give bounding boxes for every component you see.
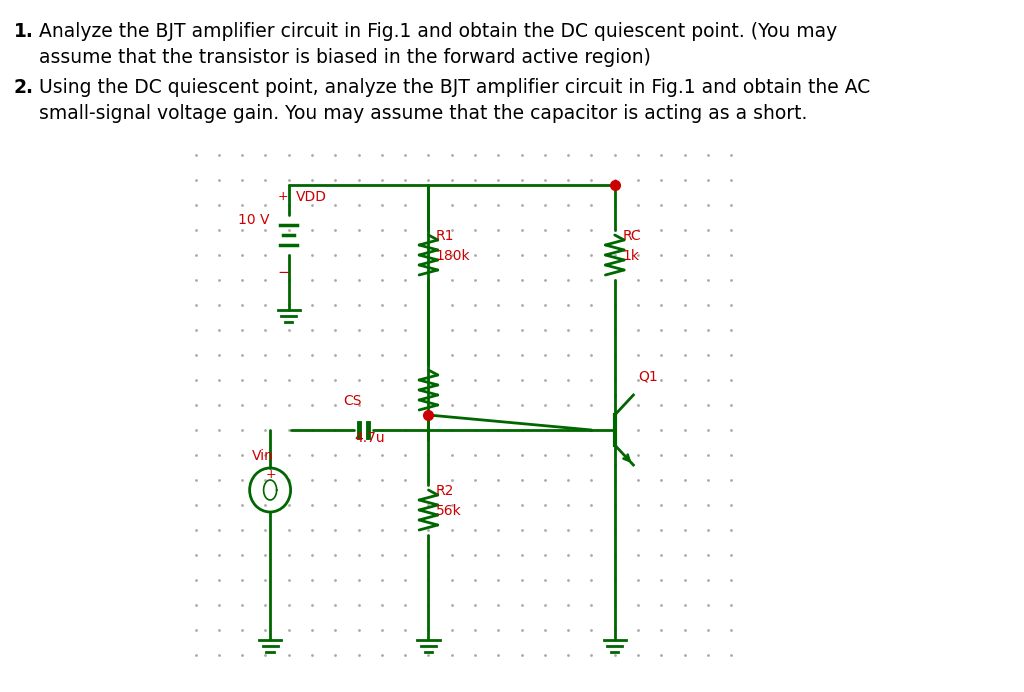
Text: +: + [265,468,276,481]
Text: Analyze the BJT amplifier circuit in Fig.1 and obtain the DC quiescent point. (Y: Analyze the BJT amplifier circuit in Fig… [39,22,838,41]
Text: Q1: Q1 [638,369,657,383]
Text: R2: R2 [436,484,455,498]
Text: CS: CS [343,394,361,408]
Text: 1.: 1. [14,22,34,41]
Text: 4.7u: 4.7u [354,431,385,445]
Text: small-signal voltage gain. You may assume that the capacitor is acting as a shor: small-signal voltage gain. You may assum… [39,104,808,123]
Text: assume that the transistor is biased in the forward active region): assume that the transistor is biased in … [39,48,651,67]
Text: 180k: 180k [436,249,471,263]
Text: 2.: 2. [14,78,34,97]
Text: VDD: VDD [296,190,328,204]
Text: +: + [278,190,288,203]
Text: RC: RC [623,229,641,243]
Text: Using the DC quiescent point, analyze the BJT amplifier circuit in Fig.1 and obt: Using the DC quiescent point, analyze th… [39,78,870,97]
Text: 10 V: 10 V [238,213,269,227]
Text: 1k: 1k [623,249,639,263]
Text: 56k: 56k [436,504,462,518]
Text: R1: R1 [436,229,455,243]
Text: Vin: Vin [252,449,273,463]
Text: −: − [278,265,291,280]
